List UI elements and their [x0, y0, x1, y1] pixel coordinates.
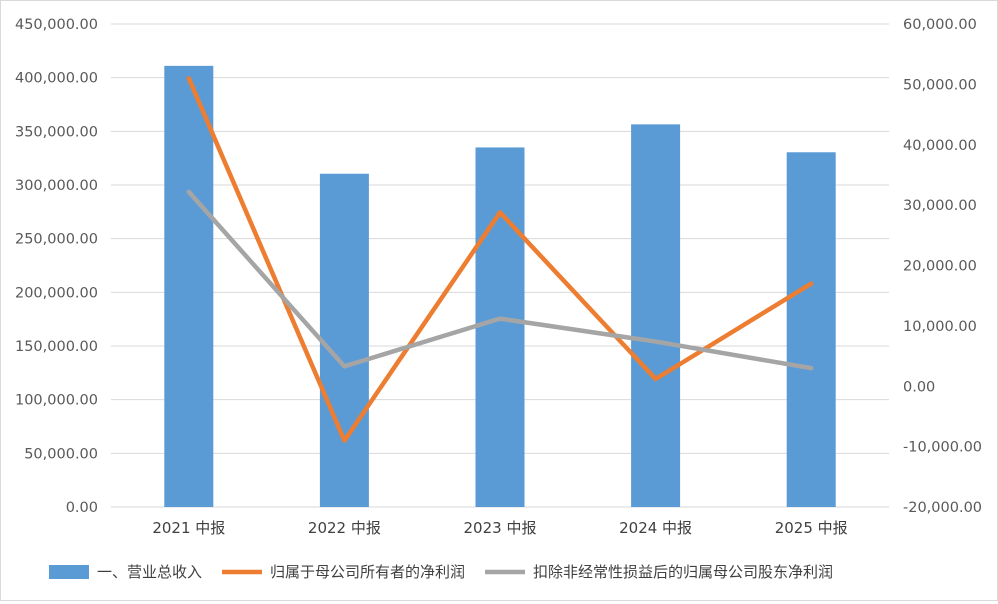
category-label: 2024 中报 [619, 519, 692, 537]
right-axis-ticks: -20,000.00 -10,000.00 0.00 10,000.00 20,000.… [903, 17, 982, 516]
left-tick-label: 200,000.00 [15, 285, 98, 301]
revenue-bar [786, 152, 836, 507]
right-tick-label: 0.00 [903, 379, 935, 395]
left-tick-label: 350,000.00 [15, 124, 98, 140]
bar-series [164, 65, 836, 508]
category-label: 2021 中报 [152, 519, 225, 537]
right-tick-label: -20,000.00 [903, 500, 982, 516]
category-label: 2022 中报 [308, 519, 381, 537]
revenue-bar [475, 147, 525, 507]
left-tick-label: 50,000.00 [24, 446, 98, 462]
left-axis-ticks: 0.00 50,000.00 100,000.00 150,000.00 200,000… [15, 17, 98, 516]
revenue-bar [319, 173, 369, 508]
left-tick-label: 450,000.00 [15, 17, 98, 33]
right-tick-label: 30,000.00 [903, 198, 977, 214]
left-tick-label: 400,000.00 [15, 71, 98, 87]
left-tick-label: 0.00 [66, 500, 98, 516]
line-series [186, 76, 814, 443]
watermark: 头条 @ 寻星空 [867, 570, 986, 591]
right-tick-label: 50,000.00 [903, 77, 977, 93]
right-tick-label: 20,000.00 [903, 259, 977, 275]
left-tick-label: 150,000.00 [15, 339, 98, 355]
right-tick-label: 10,000.00 [903, 319, 977, 335]
right-tick-label: 40,000.00 [903, 138, 977, 154]
net-profit-line [186, 76, 814, 443]
legend-label: 扣除非经常性损益后的归属母公司股东净利润 [533, 563, 833, 581]
right-tick-label: 60,000.00 [903, 17, 977, 33]
revenue-bar [164, 65, 214, 508]
category-label: 2025 中报 [775, 519, 848, 537]
left-tick-label: 250,000.00 [15, 232, 98, 248]
legend-swatch-revenue [49, 565, 89, 579]
category-labels: 2021 中报 2022 中报 2023 中报 2024 中报 2025 中报 [152, 519, 847, 537]
legend-label: 一、营业总收入 [97, 563, 202, 581]
right-tick-label: -10,000.00 [903, 440, 982, 456]
left-tick-label: 300,000.00 [15, 178, 98, 194]
deducted-net-profit-line [186, 189, 814, 371]
legend: 一、营业总收入 归属于母公司所有者的净利润 扣除非经常性损益后的归属母公司股东净利润 [49, 563, 833, 581]
legend-label: 归属于母公司所有者的净利润 [270, 563, 465, 581]
revenue-bar [631, 124, 681, 508]
category-label: 2023 中报 [464, 519, 537, 537]
left-tick-label: 100,000.00 [15, 393, 98, 409]
